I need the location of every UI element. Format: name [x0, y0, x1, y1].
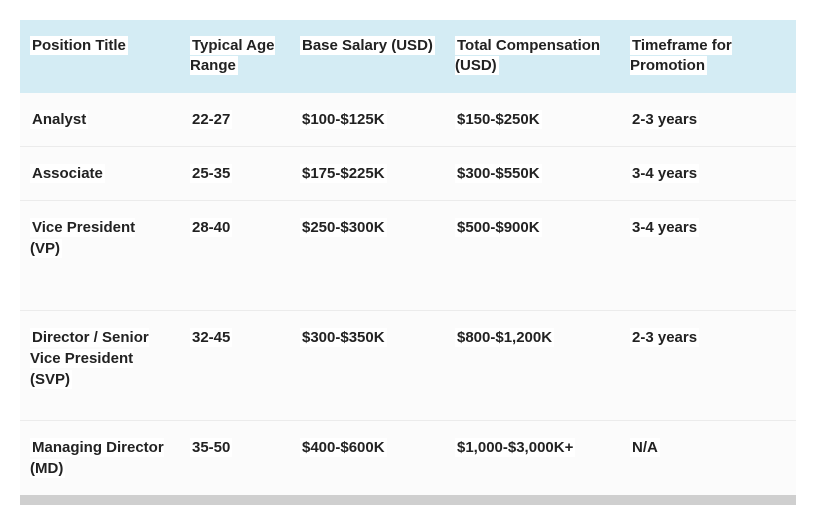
table-body: Analyst22-27$100-$125K$150-$250K2-3 year… [20, 93, 796, 495]
table-cell: $800-$1,200K [445, 325, 620, 406]
table-cell: $400-$600K [290, 435, 445, 481]
table-cell: $150-$250K [445, 107, 620, 132]
table-cell: N/A [620, 435, 780, 481]
table-cell: Vice President (VP) [20, 215, 180, 296]
table-cell: 28-40 [180, 215, 290, 296]
footer-bar [20, 495, 796, 505]
table-row: Vice President (VP)28-40$250-$300K$500-$… [20, 201, 796, 311]
table-header-row: Position Title Typical Age Range Base Sa… [20, 20, 796, 93]
col-header-total-comp: Total Compensation (USD) [445, 32, 620, 81]
table-cell: Analyst [20, 107, 180, 132]
table-row: Director / Senior Vice President (SVP)32… [20, 311, 796, 421]
table-cell: Associate [20, 161, 180, 186]
table-row: Managing Director (MD)35-50$400-$600K$1,… [20, 421, 796, 495]
table-cell: 25-35 [180, 161, 290, 186]
table-cell: 3-4 years [620, 215, 780, 296]
table-cell: 32-45 [180, 325, 290, 406]
table-cell: $100-$125K [290, 107, 445, 132]
table-cell: $175-$225K [290, 161, 445, 186]
table-cell: Director / Senior Vice President (SVP) [20, 325, 180, 406]
table-cell: $300-$350K [290, 325, 445, 406]
table-cell: 3-4 years [620, 161, 780, 186]
table-cell: 35-50 [180, 435, 290, 481]
col-header-age: Typical Age Range [180, 32, 290, 81]
table-cell: $1,000-$3,000K+ [445, 435, 620, 481]
table-cell: $300-$550K [445, 161, 620, 186]
compensation-table: Position Title Typical Age Range Base Sa… [20, 20, 796, 495]
table-cell: 22-27 [180, 107, 290, 132]
table-cell: $250-$300K [290, 215, 445, 296]
col-header-promotion: Timeframe for Promotion [620, 32, 780, 81]
table-cell: $500-$900K [445, 215, 620, 296]
table-cell: 2-3 years [620, 325, 780, 406]
table-cell: Managing Director (MD) [20, 435, 180, 481]
table-cell: 2-3 years [620, 107, 780, 132]
table-row: Associate25-35$175-$225K$300-$550K3-4 ye… [20, 147, 796, 201]
col-header-position: Position Title [20, 32, 180, 81]
table-row: Analyst22-27$100-$125K$150-$250K2-3 year… [20, 93, 796, 147]
col-header-base-salary: Base Salary (USD) [290, 32, 445, 81]
